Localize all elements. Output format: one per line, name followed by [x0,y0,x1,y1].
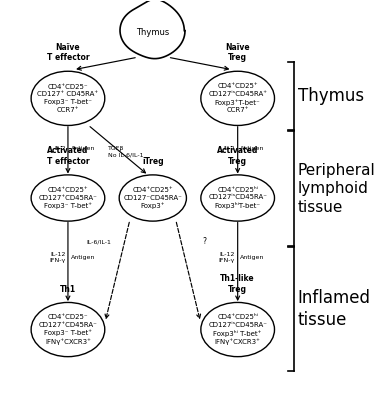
Text: IL-12
IFN-γ: IL-12 IFN-γ [219,252,235,263]
Text: Activated
T effector: Activated T effector [46,146,89,166]
Text: Activated
Treg: Activated Treg [217,146,259,166]
Text: Thymus: Thymus [297,87,364,105]
Text: ?: ? [202,237,206,246]
Text: Peripheral
lymphoid
tissue: Peripheral lymphoid tissue [297,162,375,215]
Text: iTreg: iTreg [142,157,164,166]
Text: Thymus: Thymus [136,28,169,37]
Text: CD4⁺CD25⁺
CD127⁻CD45RA⁻
Foxp3⁺: CD4⁺CD25⁺ CD127⁻CD45RA⁻ Foxp3⁺ [123,187,182,209]
Text: Antigen: Antigen [240,146,265,151]
Text: CD4⁺CD25ʰⁱ
CD127ⁱˢCD45RA⁻
Foxp3ʰⁱ T-bet⁺
IFNγ⁺CXCR3⁺: CD4⁺CD25ʰⁱ CD127ⁱˢCD45RA⁻ Foxp3ʰⁱ T-bet⁺… [208,314,267,345]
Text: Antigen: Antigen [71,146,95,151]
Text: Naïve
Treg: Naïve Treg [225,43,250,62]
Text: Naïve
T effector: Naïve T effector [46,43,89,62]
Text: Antigen: Antigen [240,255,265,260]
Text: TGFβ
No IL-6/IL-1: TGFβ No IL-6/IL-1 [108,146,144,157]
Text: IL-2: IL-2 [54,146,65,151]
Text: IL-6/IL-1: IL-6/IL-1 [86,239,111,244]
Text: IL-2: IL-2 [224,146,235,151]
Text: CD4⁺CD25⁺
CD127ⁱˢCD45RA⁺
Foxp3⁺T-bet⁻
CCR7⁺: CD4⁺CD25⁺ CD127ⁱˢCD45RA⁺ Foxp3⁺T-bet⁻ CC… [208,83,267,114]
Text: CD4⁺CD25ʰⁱ
CD127ⁱˢCD45RA⁻
Foxp3ʰⁱT-bet⁻: CD4⁺CD25ʰⁱ CD127ⁱˢCD45RA⁻ Foxp3ʰⁱT-bet⁻ [208,186,267,210]
Text: Inflamed
tissue: Inflamed tissue [297,289,370,329]
Polygon shape [120,0,185,59]
Text: Antigen: Antigen [71,255,95,260]
Text: Th1: Th1 [60,285,76,294]
Text: Th1-like
Treg: Th1-like Treg [220,274,255,294]
Text: CD4⁺CD25⁻
CD127⁺ CD45RA⁺
Foxp3⁻ T-bet⁻
CCR7⁺: CD4⁺CD25⁻ CD127⁺ CD45RA⁺ Foxp3⁻ T-bet⁻ C… [37,84,99,113]
Text: IL-12
IFN-γ: IL-12 IFN-γ [49,252,65,263]
Text: CD4⁺CD25⁻
CD127⁺CD45RA⁻
Foxp3⁻ T-bet⁺
IFNγ⁺CXCR3⁺: CD4⁺CD25⁻ CD127⁺CD45RA⁻ Foxp3⁻ T-bet⁺ IF… [39,314,98,345]
Text: CD4⁺CD25⁺
CD127⁺CD45RA⁻
Foxp3⁻ T-bet⁺: CD4⁺CD25⁺ CD127⁺CD45RA⁻ Foxp3⁻ T-bet⁺ [39,187,98,209]
